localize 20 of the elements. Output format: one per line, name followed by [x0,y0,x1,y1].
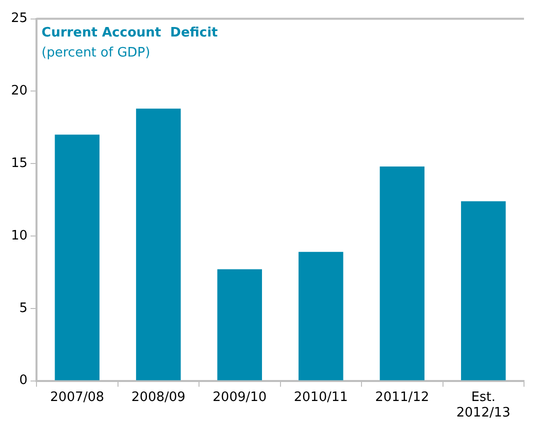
y-tick-label: 20 [10,84,28,99]
y-tick-label: 10 [10,228,28,244]
text: Current Account Deficit [42,26,218,41]
x-tick-label: 2008/09 [131,390,186,405]
bar [298,252,344,380]
bar [217,269,262,380]
bar [380,166,424,380]
text: (percent of GDP) [42,46,150,61]
y-tick-label: 0 [19,373,28,388]
x-tick-label: 2010/11 [294,390,348,405]
x-tick-label: 2009/10 [212,390,267,405]
bar [461,201,506,380]
bar [136,108,181,380]
y-tick-label: 15 [10,156,28,171]
x-tick-label: 2011/12 [375,390,430,405]
y-tick-label: 25 [10,11,28,26]
x-tick-label: Est. 2012/13 [456,390,510,421]
y-tick-label: 5 [19,300,28,316]
bar [54,134,100,380]
x-tick-label: 2007/08 [50,390,104,405]
